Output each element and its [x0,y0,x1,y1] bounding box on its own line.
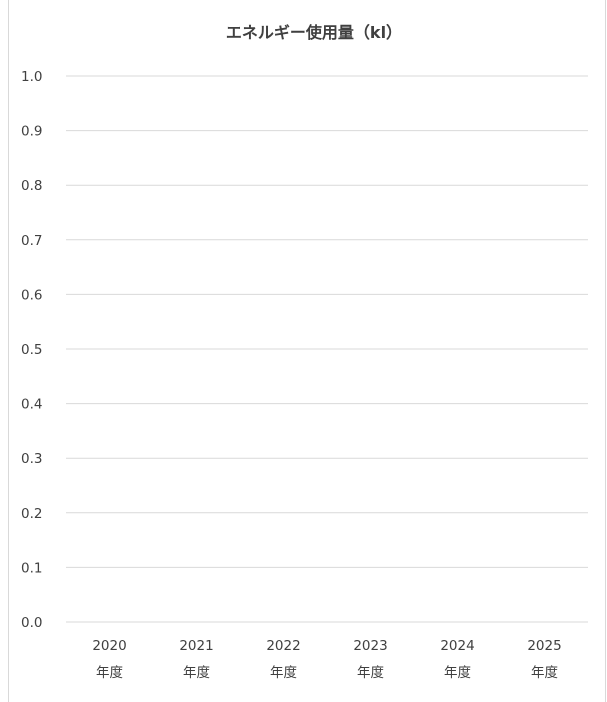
y-tick-label: 0.8 [21,178,42,194]
x-tick-label-suffix: 年度 [357,665,384,681]
x-tick-label-year: 2021 [179,638,213,654]
y-tick-label: 0.9 [21,124,42,140]
y-tick-label: 1.0 [21,69,42,85]
x-tick-label-suffix: 年度 [96,665,123,681]
y-tick-label: 0.6 [21,287,42,303]
y-tick-label: 0.4 [21,397,42,413]
chart-frame: エネルギー使用量（kl） 0.0 0.1 0.2 0.3 0.4 0.5 0.6 0.7 0.8… [8,0,606,702]
y-tick-label: 0.5 [21,342,42,358]
x-tick-label-year: 2020 [92,638,126,654]
y-axis-tick-labels: 0.0 0.1 0.2 0.3 0.4 0.5 0.6 0.7 0.8 0.9 1.0 [21,69,42,631]
x-tick-label-suffix: 年度 [183,665,210,681]
chart-title: エネルギー使用量（kl） [226,23,402,42]
chart-svg: エネルギー使用量（kl） 0.0 0.1 0.2 0.3 0.4 0.5 0.6 0.7 0.8… [21,23,588,681]
x-tick-label-suffix: 年度 [270,665,297,681]
y-tick-label: 0.7 [21,233,42,249]
y-tick-label: 0.0 [21,615,42,631]
x-tick-label-year: 2025 [527,638,561,654]
x-axis-tick-labels: 2020 年度 2021 年度 2022 年度 2023 年度 2024 年度 2025 年度 [92,638,561,681]
x-tick-label-suffix: 年度 [444,665,471,681]
x-tick-label-year: 2023 [353,638,387,654]
y-tick-label: 0.3 [21,451,42,467]
y-tick-label: 0.2 [21,506,42,522]
gridlines [66,75,588,623]
y-tick-label: 0.1 [21,560,42,576]
x-tick-label-suffix: 年度 [531,665,558,681]
x-tick-label-year: 2022 [266,638,300,654]
x-tick-label-year: 2024 [440,638,474,654]
